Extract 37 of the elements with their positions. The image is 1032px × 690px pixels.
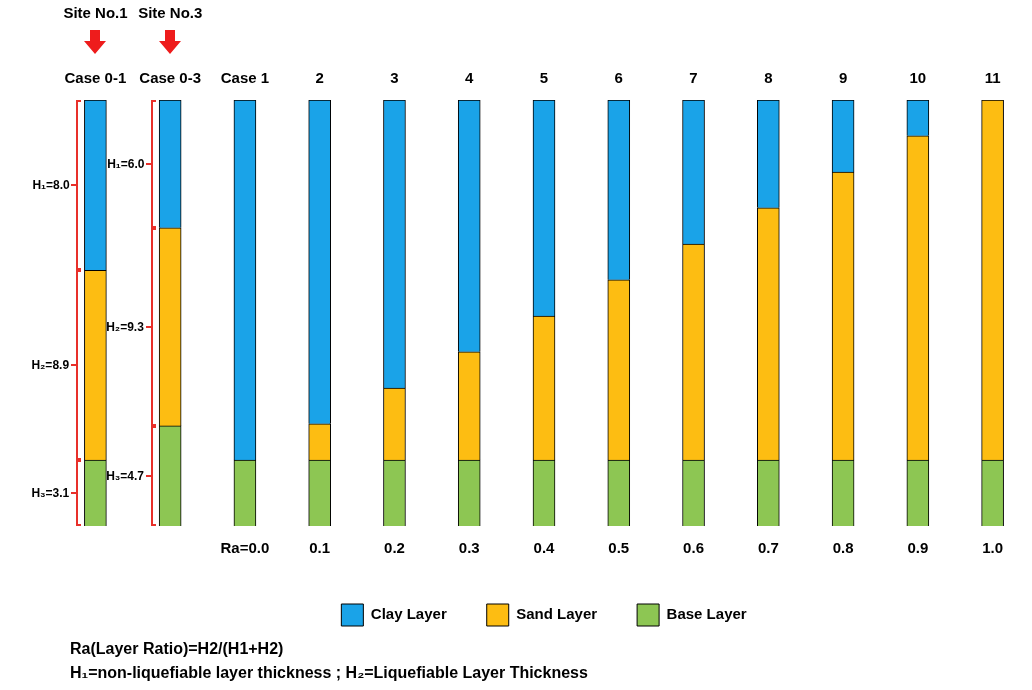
annotation: H₁=6.0 bbox=[107, 156, 145, 171]
x-tick-label: 6 bbox=[614, 69, 623, 87]
text: Site No.1 bbox=[63, 4, 128, 21]
x-tick-label: 5 bbox=[539, 69, 549, 87]
x-tick-label: Case 0-1 bbox=[64, 69, 127, 87]
text: 0.7 bbox=[757, 539, 779, 557]
annotation: H₂=8.9 bbox=[31, 358, 70, 373]
text: 1.0 bbox=[982, 539, 1004, 557]
x-tick-label: 7 bbox=[689, 69, 698, 87]
text: 0.6 bbox=[683, 539, 704, 557]
x-tick-label: Case 0-3 bbox=[139, 69, 202, 87]
x-tick-label: 4 bbox=[465, 69, 475, 87]
annotation: H₂=9.3 bbox=[106, 319, 144, 334]
annotation: H₃=3.1 bbox=[31, 485, 70, 500]
text: 0.2 bbox=[384, 539, 405, 557]
text: H₁=non-liquefiable layer thickness ; H₂=Liquefiable Layer Thickness bbox=[70, 664, 588, 682]
text: 0.9 bbox=[907, 539, 929, 557]
legend-label: Sand Layer bbox=[516, 605, 598, 623]
x-tick-label: Case 1 bbox=[220, 69, 270, 87]
text: Ra=0.0 bbox=[220, 539, 270, 557]
annotation: H₁=8.0 bbox=[32, 178, 70, 193]
annotation: H₃=4.7 bbox=[106, 468, 145, 483]
text: 0.8 bbox=[832, 539, 854, 557]
x-tick-label: 9 bbox=[838, 69, 848, 87]
text: 0.4 bbox=[533, 539, 556, 557]
x-tick-label: 11 bbox=[984, 69, 1001, 87]
legend-label: Base Layer bbox=[666, 605, 747, 623]
text: Ra(Layer Ratio)=H2/(H1+H2) bbox=[70, 640, 284, 658]
x-tick-label: 10 bbox=[909, 69, 927, 87]
x-tick-label: 3 bbox=[390, 69, 399, 87]
x-tick-label: 8 bbox=[764, 69, 773, 87]
text: 0.1 bbox=[309, 539, 331, 557]
text: 0.5 bbox=[608, 539, 630, 557]
text: Site No.3 bbox=[138, 4, 203, 21]
x-tick-label: 2 bbox=[315, 69, 324, 87]
legend-label: Clay Layer bbox=[370, 605, 447, 623]
text: 0.3 bbox=[458, 539, 480, 557]
